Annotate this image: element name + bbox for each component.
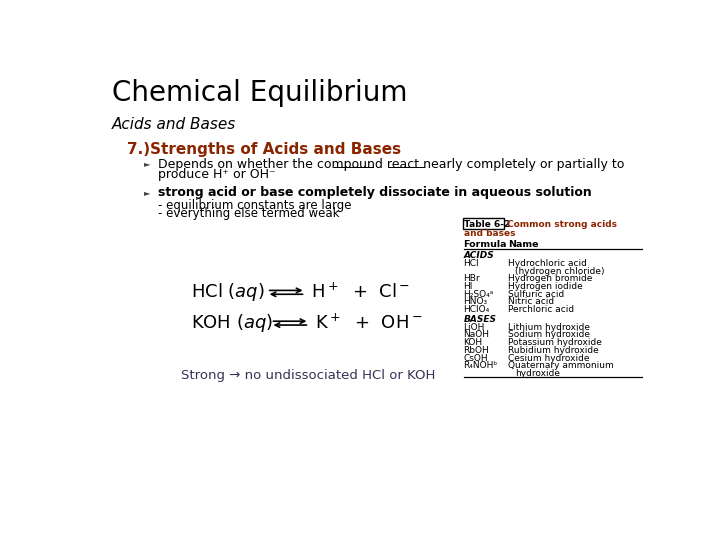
Text: Depends on whether the compound react nearly completely or partially to: Depends on whether the compound react ne… (158, 158, 624, 171)
Text: CsOH: CsOH (464, 354, 488, 362)
Text: Perchloric acid: Perchloric acid (508, 305, 575, 314)
Text: KOH $(aq)$: KOH $(aq)$ (191, 312, 273, 334)
Text: Quaternary ammonium: Quaternary ammonium (508, 361, 614, 370)
Text: Sulfuric acid: Sulfuric acid (508, 289, 564, 299)
Text: LiOH: LiOH (464, 323, 485, 332)
Text: NaOH: NaOH (464, 330, 490, 340)
Text: ►: ► (144, 159, 150, 168)
FancyBboxPatch shape (463, 218, 504, 229)
Text: HI: HI (464, 282, 473, 291)
Text: Hydrogen iodide: Hydrogen iodide (508, 282, 583, 291)
Text: R₄NOHᵇ: R₄NOHᵇ (464, 361, 498, 370)
Text: HClO₄: HClO₄ (464, 305, 490, 314)
Text: RbOH: RbOH (464, 346, 490, 355)
Text: KOH: KOH (464, 338, 482, 347)
Text: Hydrogen bromide: Hydrogen bromide (508, 274, 593, 284)
Text: Hydrochloric acid: Hydrochloric acid (508, 259, 588, 268)
Text: strong acid or base completely dissociate in aqueous solution: strong acid or base completely dissociat… (158, 186, 592, 199)
Text: Strengths of Acids and Bases: Strengths of Acids and Bases (150, 142, 402, 157)
Text: Cesium hydroxide: Cesium hydroxide (508, 354, 590, 362)
Text: 7.): 7.) (127, 142, 150, 157)
Text: produce H⁺ or OH⁻: produce H⁺ or OH⁻ (158, 168, 276, 181)
Text: Table 6-2: Table 6-2 (464, 220, 510, 229)
Text: - equilibrium constants are large: - equilibrium constants are large (158, 199, 351, 212)
Text: HBr: HBr (464, 274, 480, 284)
Text: Common strong acids: Common strong acids (507, 220, 617, 229)
Text: H₂SO₄ᵃ: H₂SO₄ᵃ (464, 289, 494, 299)
Text: Strong → no undissociated HCl or KOH: Strong → no undissociated HCl or KOH (181, 369, 436, 382)
Text: Name: Name (508, 240, 539, 249)
Text: and bases: and bases (464, 229, 516, 238)
Text: H$^+$  +  Cl$^-$: H$^+$ + Cl$^-$ (311, 282, 410, 302)
Text: Rubidium hydroxide: Rubidium hydroxide (508, 346, 599, 355)
Text: HCl $(aq)$: HCl $(aq)$ (191, 281, 264, 303)
Text: BASES: BASES (464, 315, 497, 324)
Text: Sodium hydroxide: Sodium hydroxide (508, 330, 590, 340)
Text: - everything else termed weak: - everything else termed weak (158, 207, 340, 220)
Text: HCl: HCl (464, 259, 480, 268)
Text: Formula: Formula (464, 240, 507, 249)
Text: HNO₃: HNO₃ (464, 298, 487, 306)
Text: Nitric acid: Nitric acid (508, 298, 554, 306)
Text: Chemical Equilibrium: Chemical Equilibrium (112, 79, 408, 107)
Text: ►: ► (144, 188, 150, 197)
Text: Potassium hydroxide: Potassium hydroxide (508, 338, 603, 347)
Text: hydroxide: hydroxide (515, 369, 559, 378)
Text: K$^+$  +  OH$^-$: K$^+$ + OH$^-$ (315, 313, 422, 333)
Text: ACIDS: ACIDS (464, 251, 495, 260)
Text: Acids and Bases: Acids and Bases (112, 117, 236, 132)
Text: Lithium hydroxide: Lithium hydroxide (508, 323, 590, 332)
Text: (hydrogen chloride): (hydrogen chloride) (515, 267, 604, 275)
